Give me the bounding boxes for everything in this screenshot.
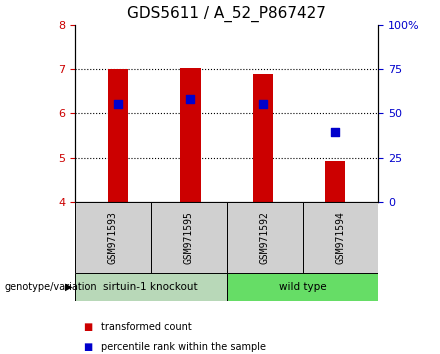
Point [187, 96, 194, 102]
Bar [227, 273, 378, 301]
Bar [75, 273, 227, 301]
Text: GSM971594: GSM971594 [335, 211, 345, 264]
Bar [253, 74, 273, 202]
Bar [108, 69, 128, 202]
Text: GSM971595: GSM971595 [183, 211, 194, 264]
Text: GSM971593: GSM971593 [108, 211, 118, 264]
Bar [150, 202, 227, 273]
Text: wild type: wild type [279, 282, 326, 292]
Text: ▶: ▶ [65, 282, 73, 292]
Point [259, 101, 266, 106]
Bar [325, 161, 345, 202]
Text: GSM971592: GSM971592 [260, 211, 270, 264]
Bar [75, 202, 150, 273]
Bar [180, 68, 201, 202]
Text: sirtuin-1 knockout: sirtuin-1 knockout [103, 282, 198, 292]
Text: ■: ■ [84, 342, 93, 352]
Text: transformed count: transformed count [101, 322, 192, 332]
Bar [227, 202, 303, 273]
Text: ■: ■ [84, 322, 93, 332]
Point [115, 101, 122, 106]
Bar [303, 202, 378, 273]
Text: percentile rank within the sample: percentile rank within the sample [101, 342, 266, 352]
Text: genotype/variation: genotype/variation [4, 282, 97, 292]
Title: GDS5611 / A_52_P867427: GDS5611 / A_52_P867427 [127, 6, 326, 22]
Point [331, 129, 338, 135]
